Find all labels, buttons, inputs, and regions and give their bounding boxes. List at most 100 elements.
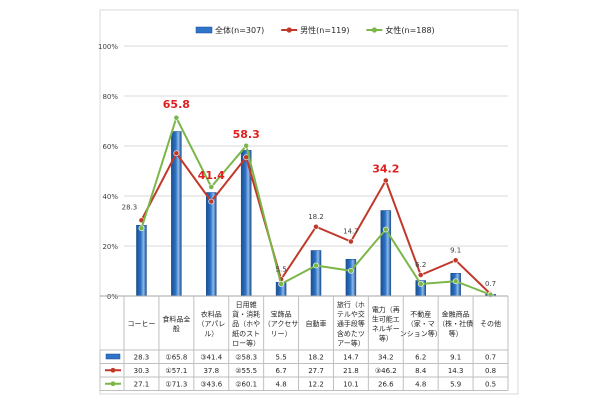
series-point	[173, 114, 180, 121]
table-legend-key	[110, 381, 116, 387]
bar	[380, 210, 392, 297]
table-cell: 10.1	[343, 381, 359, 389]
table-cell: 0.8	[485, 367, 496, 375]
table-legend-key	[110, 367, 116, 373]
table-cell: 28.3	[134, 354, 150, 362]
data-table: 28.3 ①65.8 ③41.4 ②58.3 5.5 18.2 14.7 34.2 6.2 9.1…	[99, 295, 509, 391]
series-point	[138, 225, 145, 232]
series-point	[348, 267, 354, 274]
series-point	[313, 223, 319, 230]
category-label: 等）	[379, 334, 393, 343]
category-label: 自動車	[306, 319, 327, 328]
category-label: ネルギー	[372, 325, 400, 333]
category-label: 不動産	[410, 310, 431, 319]
category-label: 品（ホや	[232, 320, 260, 328]
y-tick-label: 80%	[102, 93, 118, 101]
category-label: 般	[173, 324, 180, 333]
table-cell: 6.7	[276, 367, 287, 375]
category-label: 旅行（ホ	[337, 300, 365, 309]
series-point	[208, 184, 215, 190]
series-point	[382, 226, 389, 233]
table-cell: ①57.1	[165, 367, 187, 375]
data-label: 9.1	[450, 246, 461, 254]
category-label: ロー等）	[232, 338, 260, 347]
table-cell: ②55.5	[235, 367, 257, 375]
table-cell: ①71.3	[165, 381, 187, 389]
table-cell: 4.8	[276, 381, 287, 389]
table-cell: 27.1	[134, 381, 150, 389]
line-series	[138, 114, 494, 298]
legend: 全体(n=307) 男性(n=119) 女性(n=188)	[195, 25, 435, 35]
legend-label: 女性(n=188)	[385, 25, 434, 35]
data-label: 6.2	[415, 261, 426, 269]
series-point	[348, 238, 354, 245]
data-label: 18.2	[308, 213, 324, 221]
bar	[345, 259, 357, 297]
data-label: 65.8	[163, 98, 190, 111]
table-cell: 0.7	[485, 354, 496, 362]
data-label: 5.5	[276, 265, 287, 273]
series-point	[487, 291, 494, 298]
bar	[206, 192, 217, 297]
legend-key	[371, 27, 377, 33]
table-cell: 5.9	[450, 381, 461, 389]
table-cell: 8.4	[415, 367, 427, 375]
data-label: 34.2	[372, 163, 399, 176]
table-cell: 4.8	[415, 381, 426, 389]
series-point	[208, 198, 215, 205]
legend-label: 全体(n=307)	[215, 25, 264, 35]
table-cell: 37.8	[203, 367, 219, 375]
category-label: ル）	[204, 330, 218, 338]
y-tick-label: 0%	[107, 293, 118, 301]
series-point	[452, 278, 459, 285]
series-point	[417, 281, 424, 287]
series-point	[417, 272, 424, 278]
y-tick-label: 40%	[102, 193, 118, 201]
category-label: 宝飾品	[271, 310, 292, 319]
series-point	[382, 177, 389, 184]
category-label: 日用雑	[236, 300, 257, 309]
series-point	[452, 257, 459, 264]
series-point	[173, 150, 180, 157]
bar	[171, 131, 182, 297]
category-label: 金融商品	[442, 310, 470, 319]
table-cell: ③41.4	[200, 354, 222, 362]
table-cell: 26.6	[378, 381, 394, 389]
table-cell: ①65.8	[165, 354, 187, 362]
y-tick-label: 20%	[102, 243, 118, 251]
y-axis-ticks: 0% 20% 40% 60% 80% 100%	[98, 43, 118, 301]
category-label: ンション等）	[400, 329, 442, 338]
series-point	[278, 281, 284, 287]
table-cell: 30.3	[134, 367, 150, 375]
legend-key	[195, 26, 213, 34]
y-tick-label: 60%	[102, 143, 118, 151]
table-cell: 12.2	[308, 381, 324, 389]
data-label: 41.4	[198, 169, 225, 182]
category-label: 含めたツ	[337, 329, 365, 338]
table-cell: 34.2	[378, 354, 394, 362]
y-tick-label: 100%	[98, 43, 118, 51]
table-cell: 18.2	[308, 354, 324, 362]
category-label: （家・マ	[407, 319, 435, 328]
category-label: （アクセサ	[264, 320, 299, 328]
category-label: リー）	[271, 330, 292, 338]
bar	[136, 225, 147, 297]
legend-key	[286, 27, 292, 33]
series-point	[313, 262, 319, 269]
series-point	[243, 142, 250, 149]
legend-label: 男性(n=119)	[300, 25, 349, 35]
category-label: テルや交	[337, 310, 365, 319]
category-label: 通手段等	[337, 319, 365, 328]
data-label: 0.7	[485, 280, 496, 288]
category-label: （アパレ	[197, 320, 225, 328]
category-label: コーヒー	[127, 320, 155, 328]
table-legend-key	[105, 353, 121, 360]
data-label: 14.7	[343, 228, 359, 236]
table-cell: 14.3	[448, 367, 464, 375]
table-cell: 9.1	[450, 354, 461, 362]
data-label: 58.3	[233, 128, 260, 141]
table-cell: ③43.6	[200, 381, 222, 389]
data-label: 28.3	[122, 203, 138, 211]
